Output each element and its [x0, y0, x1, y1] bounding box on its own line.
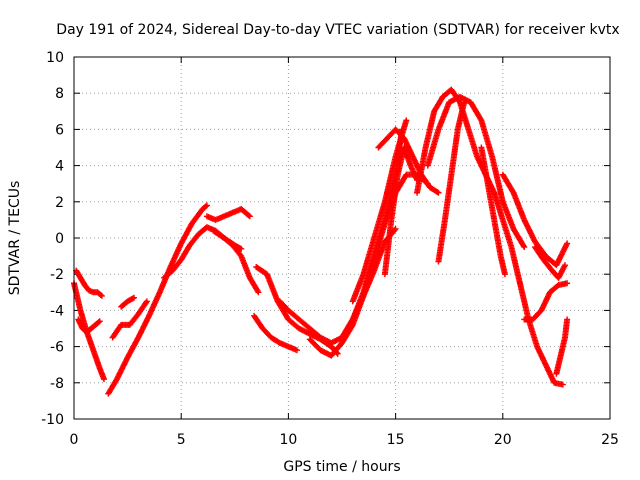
- axis-ticks: -10 -8 -6 -4 -2 0 2 4 6 8 10 0 5 10 15 20 25: [41, 50, 619, 448]
- data-point: [435, 189, 442, 196]
- series-track-22: [499, 171, 571, 269]
- data-point: [129, 295, 136, 302]
- data-point: [521, 244, 528, 251]
- series-track-20: [435, 99, 468, 265]
- data-point: [520, 242, 527, 249]
- data-point: [564, 316, 571, 323]
- data-points: [71, 86, 571, 397]
- data-point: [293, 347, 300, 354]
- data-point: [392, 225, 399, 232]
- data-point: [564, 240, 571, 247]
- x-tick-label: 25: [601, 432, 619, 448]
- grid: [74, 57, 610, 419]
- plot-frame: [73, 56, 611, 420]
- data-point: [236, 245, 243, 252]
- series-track-19: [424, 93, 528, 251]
- data-point: [98, 292, 105, 299]
- series-track-6: [118, 294, 138, 310]
- series-track-5: [109, 298, 150, 341]
- data-point: [461, 99, 468, 106]
- series-track-24: [531, 244, 568, 281]
- data-point: [96, 318, 103, 325]
- data-point: [143, 298, 150, 305]
- data-point: [95, 319, 102, 326]
- series-track-2: [73, 267, 105, 299]
- y-tick-label: 4: [55, 159, 64, 175]
- data-point: [403, 117, 410, 124]
- data-point: [559, 381, 566, 388]
- data-point: [564, 280, 571, 287]
- series-track-21: [478, 144, 508, 278]
- y-tick-label: 8: [55, 86, 64, 102]
- data-point: [245, 212, 252, 219]
- y-axis-label: SDTVAR / TECUs: [7, 181, 23, 296]
- series-track-3: [75, 316, 103, 336]
- data-point: [203, 202, 210, 209]
- data-point: [434, 188, 441, 195]
- data-point: [246, 213, 253, 220]
- y-tick-label: -4: [50, 303, 64, 319]
- x-axis-label: GPS time / hours: [283, 459, 400, 475]
- y-tick-label: 0: [55, 231, 64, 247]
- series-track-9: [210, 227, 245, 252]
- series-track-16: [375, 126, 442, 196]
- data-point: [101, 376, 108, 383]
- x-tick-label: 10: [279, 432, 297, 448]
- data-point: [131, 294, 138, 301]
- y-tick-label: -2: [50, 267, 64, 283]
- series-track-7: [161, 224, 262, 296]
- y-tick-label: -10: [41, 412, 64, 428]
- series-track-15: [349, 117, 410, 305]
- data-point: [561, 262, 568, 269]
- x-tick-label: 15: [387, 432, 405, 448]
- data-point: [143, 299, 150, 306]
- y-tick-label: 6: [55, 122, 64, 138]
- y-tick-label: 10: [46, 50, 64, 66]
- chart-title: Day 191 of 2024, Sidereal Day-to-day VTE…: [56, 22, 619, 38]
- x-tick-label: 20: [494, 432, 512, 448]
- y-tick-label: -8: [50, 376, 64, 392]
- y-tick-label: -6: [50, 340, 64, 356]
- data-point: [97, 292, 104, 299]
- series-track-4: [105, 202, 210, 397]
- data-point: [238, 245, 245, 252]
- y-tick-label: 2: [55, 195, 64, 211]
- x-tick-label: 5: [177, 432, 186, 448]
- x-tick-label: 0: [70, 432, 79, 448]
- data-point: [501, 271, 508, 278]
- data-point: [477, 116, 484, 123]
- data-point: [255, 289, 262, 296]
- data-point: [202, 203, 209, 210]
- series-track-8: [203, 206, 253, 223]
- series-track-25: [553, 316, 571, 377]
- series-track-23: [521, 280, 571, 323]
- series-track-11: [251, 312, 300, 354]
